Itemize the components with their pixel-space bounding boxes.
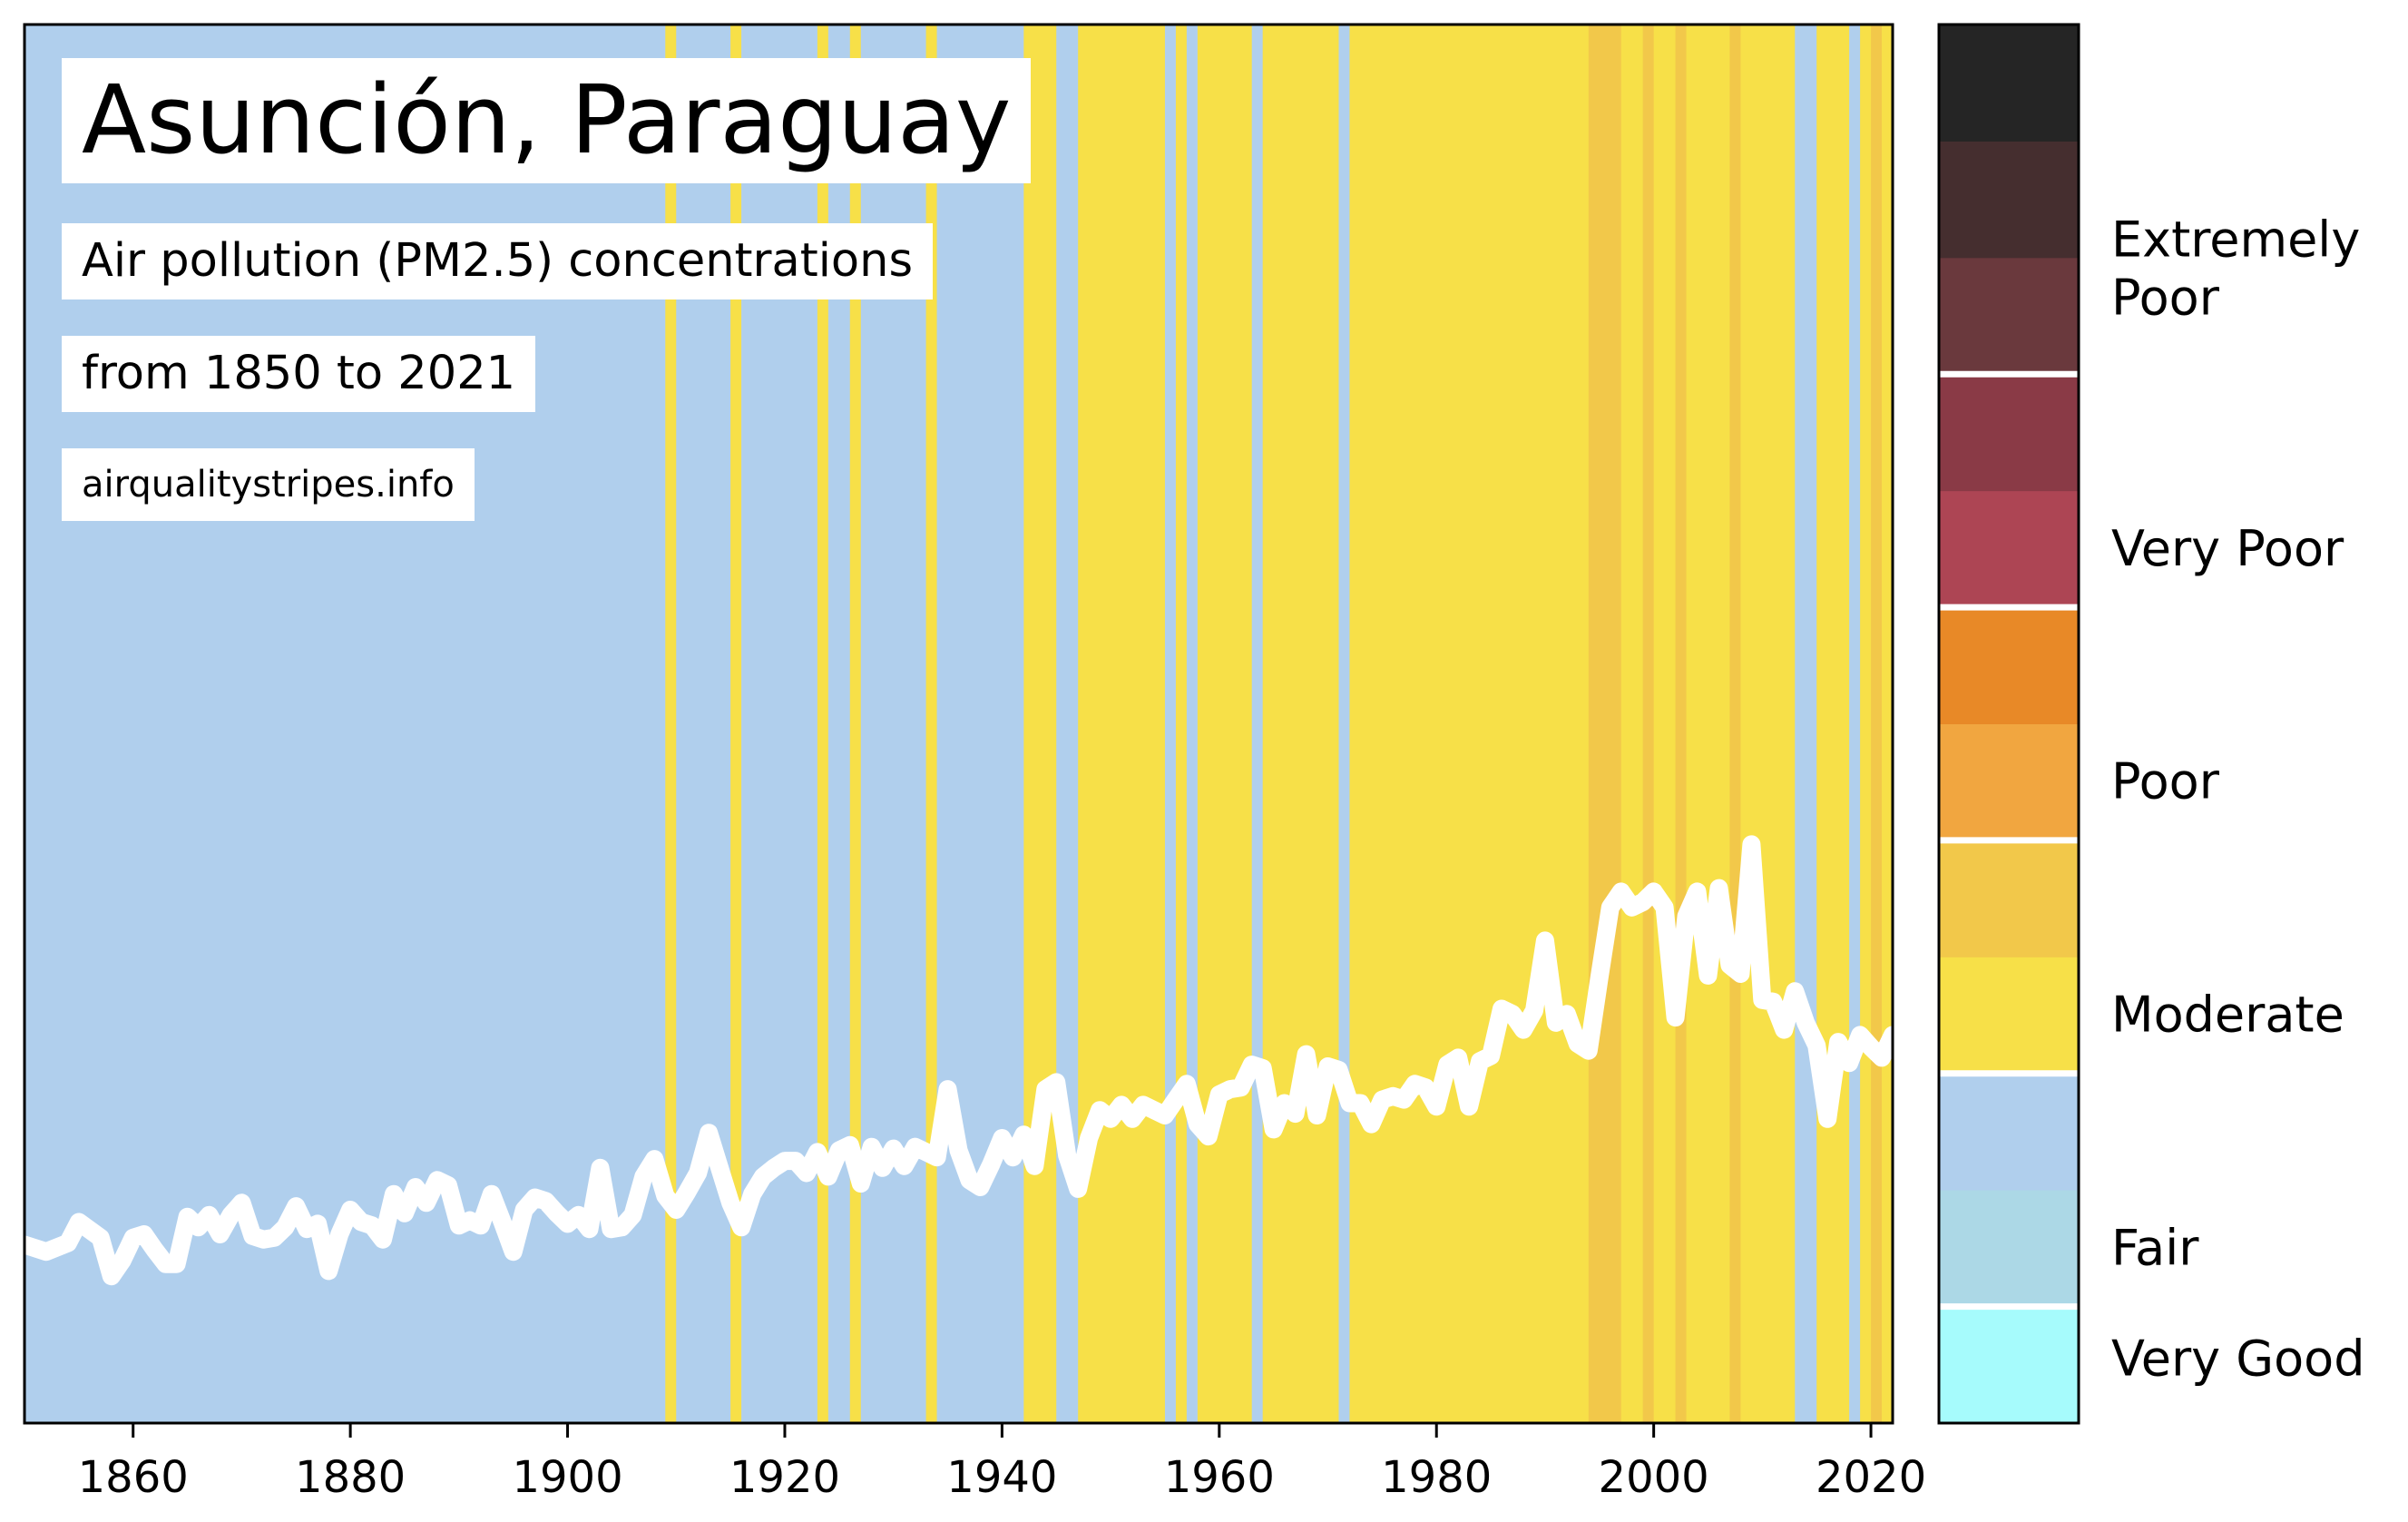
x-tick-label: 1900 [512, 1452, 622, 1503]
legend-swatch [1939, 141, 2079, 259]
x-tick-label: 1940 [946, 1452, 1057, 1503]
year-stripe [1251, 25, 1264, 1423]
legend-swatch [1939, 257, 2079, 375]
year-stripe [1186, 25, 1199, 1423]
year-stripe [1588, 25, 1622, 1423]
year-stripe [1882, 25, 1893, 1423]
source-website: airqualitystripes.info [62, 448, 475, 521]
year-stripe [1349, 25, 1590, 1423]
legend-swatch [1939, 607, 2079, 724]
year-stripe [1338, 25, 1350, 1423]
legend-label: Very Poor [2111, 520, 2344, 577]
year-stripe [1023, 25, 1057, 1423]
year-stripe [665, 25, 677, 1423]
year-stripe [1675, 25, 1688, 1423]
year-stripe [1849, 25, 1861, 1423]
year-stripe [849, 25, 862, 1423]
legend-label: Very Good [2111, 1330, 2365, 1387]
year-stripe [730, 25, 742, 1423]
x-tick-label: 1920 [729, 1452, 840, 1503]
x-axis: 1860 1880 1900 1920 1940 1960 1980 2000 2020 [78, 1423, 1926, 1503]
legend-swatch [1939, 490, 2079, 608]
legend-swatch [1939, 840, 2079, 957]
legend-swatch [1939, 1190, 2079, 1308]
year-stripe [1795, 25, 1817, 1423]
year-stripe [1729, 25, 1741, 1423]
year-stripe [1078, 25, 1166, 1423]
legend-swatch [1939, 1306, 2079, 1424]
year-stripe [1164, 25, 1177, 1423]
year-stripe [1871, 25, 1883, 1423]
pm25-line [24, 835, 1893, 1286]
year-stripe [1686, 25, 1730, 1423]
legend-swatch [1939, 374, 2079, 492]
x-tick-label: 2000 [1599, 1452, 1709, 1503]
year-stripe [1642, 25, 1655, 1423]
x-tick-label: 1880 [295, 1452, 406, 1503]
year-stripe [1740, 25, 1796, 1423]
year-stripe [936, 25, 1024, 1423]
x-tick-label: 1980 [1381, 1452, 1492, 1503]
year-stripe [1175, 25, 1188, 1423]
legend-swatch [1939, 723, 2079, 841]
year-stripe [925, 25, 938, 1423]
legend-label: Moderate [2111, 987, 2344, 1044]
legend-label: Extremely Poor [2111, 211, 2360, 327]
legend-labels: Very Good Fair Moderate Poor Very Poor Extrem… [2111, 211, 2365, 1388]
pm25-line-series [24, 835, 1893, 1286]
chart-subtitle-line1: Air pollution (PM2.5) concentrations [62, 223, 934, 299]
year-stripe [1197, 25, 1253, 1423]
plot-frame [23, 23, 1894, 1425]
year-stripe [1056, 25, 1079, 1423]
legend-label: Fair [2111, 1219, 2199, 1276]
legend-swatch [1939, 1073, 2079, 1191]
year-stripe [1816, 25, 1850, 1423]
x-tick-label: 2020 [1816, 1452, 1926, 1503]
legend-swatch [1939, 957, 2079, 1075]
year-stripe [1653, 25, 1677, 1423]
year-stripe [817, 25, 829, 1423]
chart-subtitle-line2: from 1850 to 2021 [62, 336, 536, 412]
legend-frame [1937, 23, 2080, 1425]
chart-title: Asunción, Paraguay [62, 58, 1032, 183]
legend-swatch [1939, 25, 2079, 142]
x-tick-label: 1960 [1164, 1452, 1275, 1503]
color-legend [1939, 25, 2079, 1424]
legend-label: Poor [2111, 753, 2220, 810]
year-stripe [1620, 25, 1644, 1423]
year-stripe [1860, 25, 1872, 1423]
x-tick-label: 1860 [78, 1452, 189, 1503]
year-stripe [1262, 25, 1339, 1423]
